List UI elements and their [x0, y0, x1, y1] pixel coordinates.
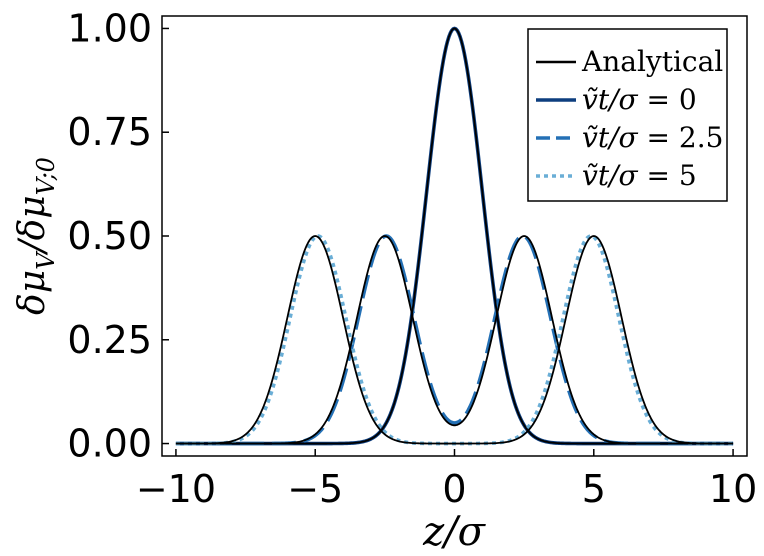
y-tick-label: 1.00 — [67, 6, 152, 50]
axis-tick-labels: −10 −5 0 5 10 0.00 0.25 0.50 0.75 1.00 — [67, 6, 757, 511]
legend-label: ṽt/σ = 0 — [582, 83, 697, 116]
x-tick-label: −10 — [136, 467, 216, 511]
x-tick-label: 0 — [442, 467, 466, 511]
series-line-0 — [175, 235, 734, 445]
y-tick-label: 0.50 — [67, 214, 152, 258]
x-tick-label: −5 — [287, 467, 343, 511]
y-tick-label: 0.75 — [67, 110, 152, 154]
legend: Analytical ṽt/σ = 0 ṽt/σ = 2.5 ṽt/σ = 5 — [527, 28, 728, 202]
series-line-0 — [175, 235, 734, 445]
y-tick-label: 0.25 — [67, 318, 152, 362]
legend-label: ṽt/σ = 5 — [582, 159, 697, 192]
x-tick-label: 10 — [709, 467, 757, 511]
axis-ticks — [162, 27, 734, 456]
legend-box — [527, 28, 728, 202]
x-axis-label: z/σ — [422, 509, 487, 555]
legend-label: ṽt/σ = 2.5 — [582, 121, 723, 154]
legend-label: Analytical — [581, 45, 723, 78]
x-tick-label: 5 — [582, 467, 606, 511]
y-axis-label: δμV/δμV;0 — [12, 157, 60, 315]
plot-lines — [175, 26, 734, 446]
y-tick-label: 0.00 — [67, 422, 152, 466]
